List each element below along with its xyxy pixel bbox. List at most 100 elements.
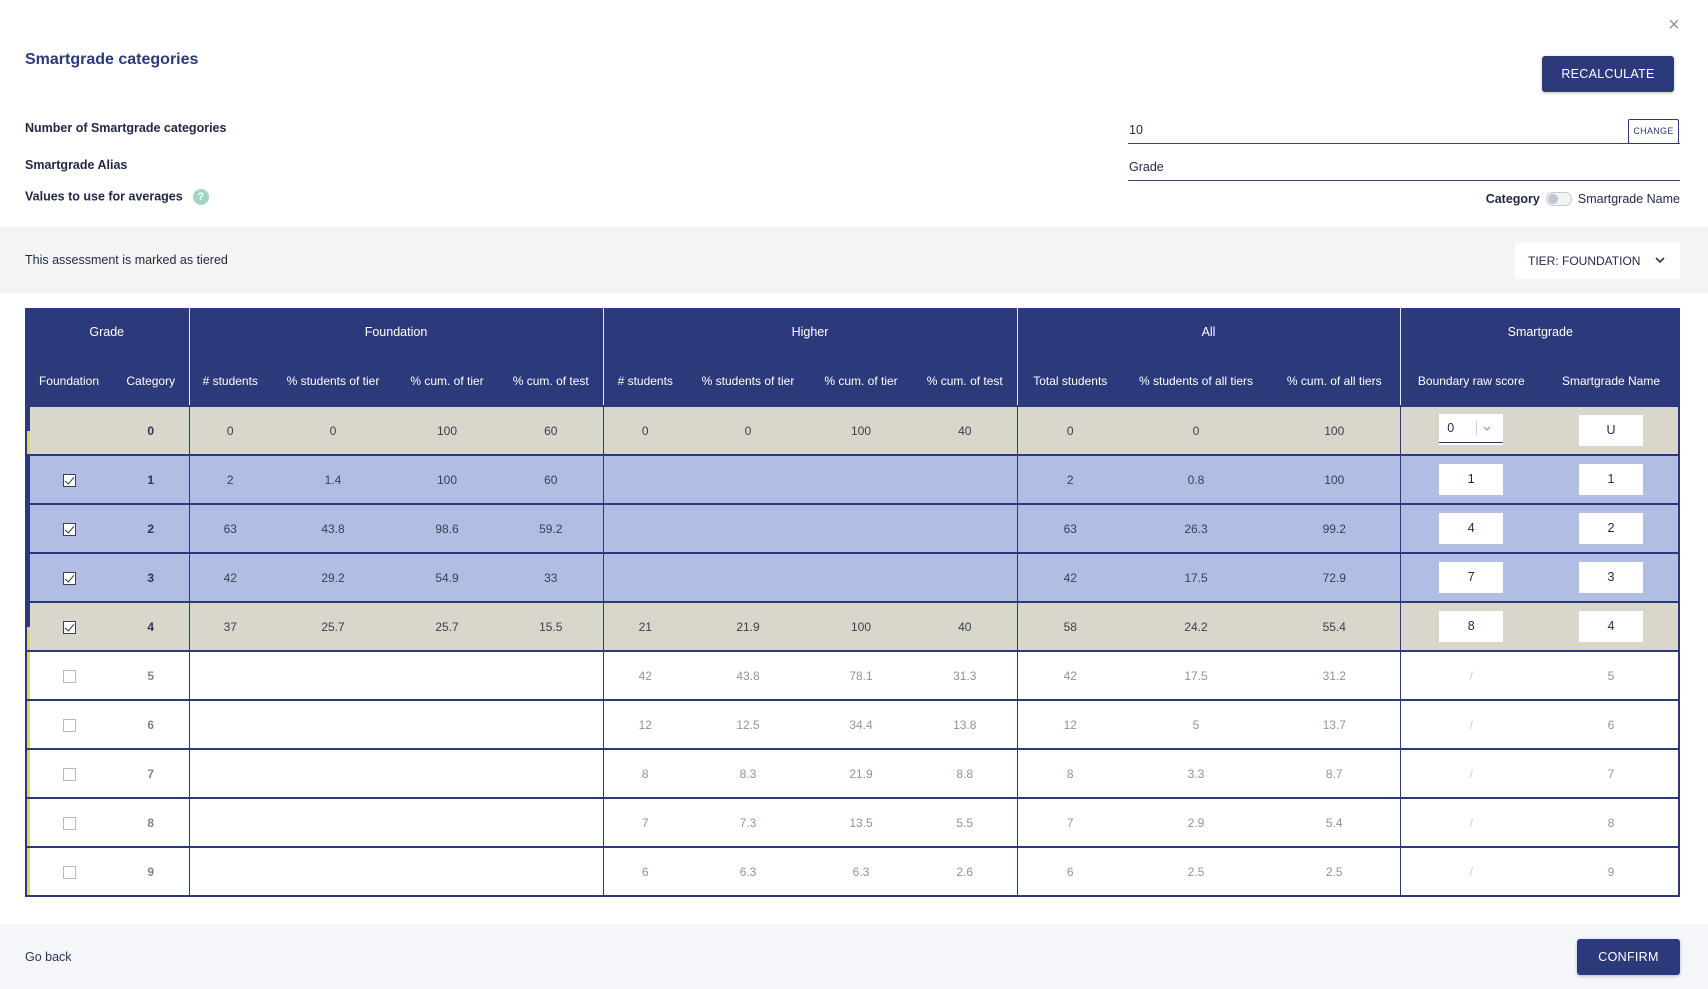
- foundation-checkbox[interactable]: [62, 816, 76, 830]
- foundation-cell: [188, 650, 271, 700]
- foundation-cell: [25, 748, 113, 798]
- boundary-input[interactable]: 1: [1439, 464, 1504, 495]
- boundary-cell: /: [1399, 797, 1543, 847]
- higher-cell: 8: [602, 748, 687, 798]
- higher-cell: 21.9: [687, 601, 809, 651]
- foundation-cell: 1.4: [271, 454, 395, 504]
- alias-value[interactable]: Grade: [1129, 160, 1164, 174]
- all-cell: 63: [1016, 503, 1124, 553]
- foundation-cell: [395, 748, 499, 798]
- smartgrade-name-cell: 1: [1542, 454, 1681, 504]
- foundation-checkbox[interactable]: [62, 669, 76, 683]
- num-categories-value[interactable]: 10: [1129, 123, 1143, 137]
- all-cell: 100: [1269, 405, 1401, 455]
- all-cell: 17.5: [1123, 650, 1270, 700]
- foundation-cell: [188, 748, 271, 798]
- group-header: Grade: [25, 308, 189, 356]
- boundary-input[interactable]: 7: [1439, 562, 1504, 593]
- help-icon[interactable]: ?: [192, 189, 209, 205]
- higher-cell: 6.3: [809, 846, 913, 897]
- row-stripe-blue: [25, 554, 30, 601]
- row-stripe-yellow: [25, 848, 30, 895]
- smartgrade-name-input[interactable]: 1: [1579, 464, 1644, 495]
- boundary-cell: /: [1399, 846, 1543, 897]
- column-header: Foundation: [25, 356, 113, 406]
- column-header: % cum. of test: [913, 356, 1018, 406]
- foundation-cell: [25, 552, 113, 602]
- boundary-input[interactable]: 8: [1439, 611, 1504, 642]
- smartgrade-name-input[interactable]: 2: [1579, 513, 1644, 544]
- boundary-select[interactable]: 0: [1439, 413, 1504, 445]
- smartgrade-name-input[interactable]: U: [1579, 415, 1644, 446]
- smartgrade-name-cell: 3: [1542, 552, 1681, 602]
- table-left-border: [25, 308, 27, 897]
- foundation-checkbox[interactable]: [62, 718, 76, 732]
- foundation-cell: [499, 650, 603, 700]
- num-categories-field[interactable]: 10 CHANGE: [1128, 118, 1680, 144]
- foundation-cell: 2: [188, 454, 271, 504]
- higher-cell: 13.5: [809, 797, 913, 847]
- all-cell: 31.2: [1269, 650, 1401, 700]
- foundation-cell: 0: [188, 405, 271, 455]
- higher-cell: 12.5: [687, 699, 809, 749]
- alias-label: Smartgrade Alias: [25, 158, 128, 172]
- foundation-cell: 100: [395, 454, 499, 504]
- foundation-cell: [395, 846, 499, 897]
- column-header: % cum. of test: [499, 356, 603, 406]
- table-row: 9 6 6.3 6.3 2.6 6 2.5 2.5/9: [25, 846, 1681, 897]
- recalculate-button[interactable]: RECALCULATE: [1542, 56, 1674, 92]
- boundary-cell: 4: [1399, 503, 1543, 553]
- higher-cell: 2.6: [913, 846, 1018, 897]
- foundation-cell: 60: [499, 454, 603, 504]
- higher-cell: 43.8: [687, 650, 809, 700]
- row-stripe-yellow: [25, 799, 30, 846]
- boundary-empty: /: [1469, 815, 1473, 830]
- chevron-down-icon[interactable]: [1482, 414, 1492, 457]
- column-header: Boundary raw score: [1399, 356, 1543, 406]
- foundation-checkbox[interactable]: [62, 865, 76, 879]
- foundation-checkbox[interactable]: [62, 620, 76, 634]
- foundation-cell: [395, 797, 499, 847]
- select-underline: [1439, 441, 1504, 443]
- all-cell: 0.8: [1123, 454, 1270, 504]
- smartgrade-name-input[interactable]: 4: [1579, 611, 1644, 642]
- foundation-checkbox[interactable]: [62, 473, 76, 487]
- close-icon[interactable]: ×: [1668, 14, 1680, 36]
- foundation-cell: 25.7: [271, 601, 395, 651]
- foundation-cell: 15.5: [499, 601, 603, 651]
- all-cell: 5: [1123, 699, 1270, 749]
- row-stripe-blue: [25, 407, 30, 431]
- column-header: % cum. of tier: [395, 356, 499, 406]
- averages-toggle[interactable]: [1545, 192, 1572, 206]
- all-cell: 2.5: [1123, 846, 1270, 897]
- all-cell: 3.3: [1123, 748, 1270, 798]
- foundation-checkbox[interactable]: [62, 571, 76, 585]
- tier-select[interactable]: TIER: FOUNDATION: [1515, 243, 1680, 279]
- table-row: 1 2 1.4 100 60 2 0.8 100 1 1: [25, 454, 1681, 504]
- column-header: Total students: [1016, 356, 1124, 406]
- change-button[interactable]: CHANGE: [1628, 119, 1679, 144]
- row-stripe-yellow: [25, 701, 30, 748]
- smartgrade-name-input[interactable]: 3: [1579, 562, 1644, 593]
- smartgrade-name-cell: 7: [1542, 748, 1681, 798]
- all-cell: 72.9: [1269, 552, 1401, 602]
- higher-cell: 31.3: [913, 650, 1018, 700]
- higher-cell: 7.3: [687, 797, 809, 847]
- foundation-checkbox[interactable]: [62, 767, 76, 781]
- foundation-cell: [25, 846, 113, 897]
- higher-cell: 40: [913, 405, 1018, 455]
- foundation-cell: [271, 846, 395, 897]
- category-cell: 1: [113, 454, 189, 504]
- foundation-cell: [271, 699, 395, 749]
- foundation-checkbox[interactable]: [62, 522, 76, 536]
- table-row: 6 12 12.5 34.4 13.8 12 5 13.7/6: [25, 699, 1681, 749]
- group-header: Smartgrade: [1399, 308, 1681, 356]
- alias-field[interactable]: Grade: [1128, 155, 1680, 181]
- go-back-link[interactable]: Go back: [25, 950, 72, 964]
- boundary-input[interactable]: 4: [1439, 513, 1504, 544]
- all-cell: 42: [1016, 552, 1124, 602]
- foundation-cell: [188, 699, 271, 749]
- grades-table-wrap: Grade Foundation Higher All Smartgrade Found…: [25, 308, 1681, 897]
- column-header: % cum. of tier: [809, 356, 913, 406]
- confirm-button[interactable]: CONFIRM: [1577, 939, 1680, 975]
